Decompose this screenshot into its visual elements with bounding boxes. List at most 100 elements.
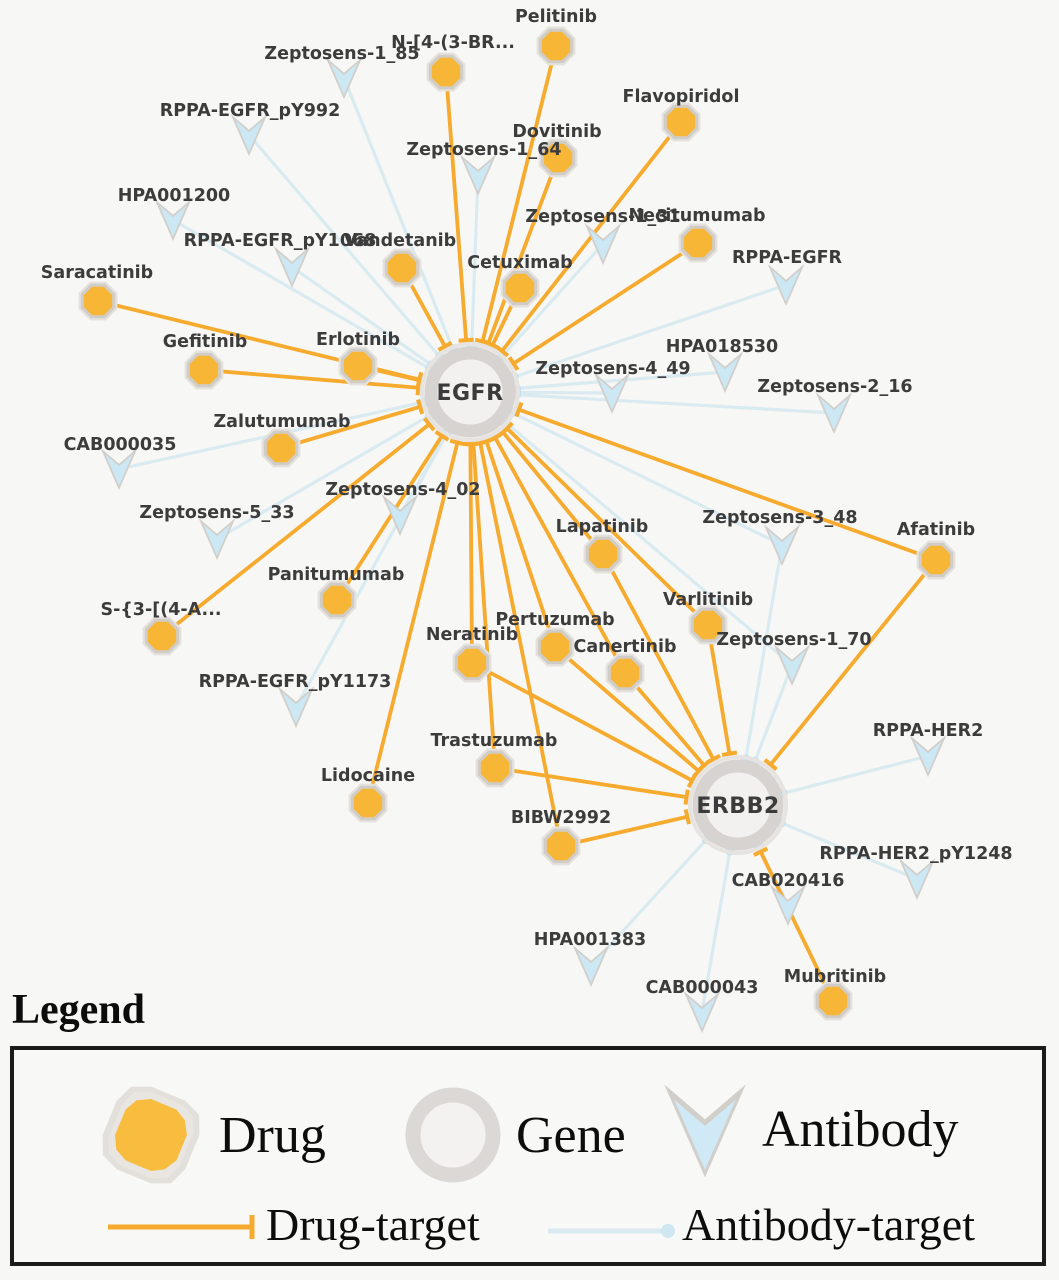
antibody-node-hpa001200[interactable] (154, 198, 192, 242)
antibody-node-zeptosens-4_49[interactable] (593, 371, 631, 415)
gene-node-egfr[interactable]: EGFR (420, 342, 520, 442)
node-label-gefitinib: Gefitinib (163, 332, 248, 352)
drug-node-pelitinib[interactable] (536, 26, 576, 66)
drug-octagon-icon (585, 536, 621, 572)
legend-antibody-target-label: Antibody-target (682, 1199, 975, 1250)
drug-node-canertinib[interactable] (605, 653, 645, 693)
drug-target-edge-lapatinib-ERBB2 (601, 553, 716, 761)
antibody-target-edge-hpa001383-ERBB2 (589, 837, 709, 968)
drug-octagon-icon (540, 140, 576, 176)
drug-node-dovitinib[interactable] (538, 138, 578, 178)
antibody-chevron-icon (203, 524, 231, 556)
drug-node-s3-4a[interactable] (142, 616, 182, 656)
drug-edge-tee-neratinib-ERBB2 (686, 772, 698, 789)
antibody-node-zeptosens-5_33[interactable] (198, 517, 236, 561)
antibody-node-zeptosens-1_64[interactable] (459, 153, 497, 197)
antibody-target-edge-zeptosens-1_70-EGFR (504, 420, 794, 667)
antibody-node-zeptosens-2_16[interactable] (815, 391, 853, 435)
drug-node-bibw2992[interactable] (541, 826, 581, 866)
drug-node-mubritinib[interactable] (813, 981, 853, 1021)
antibody-node-zeptosens-1_85[interactable] (325, 56, 363, 100)
gene-halo-ring (420, 342, 520, 442)
drug-node-neratinib[interactable] (452, 643, 492, 683)
antibody-node-rppa-egfr[interactable] (767, 263, 805, 307)
drug-node-saracatinib[interactable] (78, 281, 118, 321)
drug-target-edge-canertinib-ERBB2 (623, 671, 706, 767)
node-label-zeptosens-5_33: Zeptosens-5_33 (139, 503, 294, 523)
antibody-chevron-icon (598, 378, 626, 410)
antibody-node-rppa-egfr_py1068[interactable] (273, 245, 311, 289)
antibody-node-rppa-her2[interactable] (909, 734, 947, 778)
antibody-target-edge-zeptosens-1_64-EGFR (470, 174, 480, 347)
drug-node-flavopiridol[interactable] (661, 102, 701, 142)
drug-node-lidocaine[interactable] (348, 783, 388, 823)
antibody-node-cab000035[interactable] (100, 447, 138, 491)
drug-node-necitumumab[interactable] (678, 223, 718, 263)
antibody-chevron-icon (464, 160, 492, 192)
node-label-trastuzumab: Trastuzumab (431, 731, 558, 751)
node-label-n4-3br: N-[4-(3-BR... (391, 33, 515, 53)
antibody-node-hpa018530[interactable] (706, 350, 744, 394)
drug-target-edge-panitumumab-EGFR (335, 434, 444, 602)
drug-node-afatinib[interactable] (916, 540, 956, 580)
drug-target-edge-mubritinib-ERBB2 (758, 850, 835, 1002)
node-label-canertinib: Canertinib (574, 637, 677, 657)
drug-octagon-icon (607, 655, 643, 691)
antibody-chevron-icon (772, 270, 800, 302)
drug-edge-tee-lidocaine-EGFR (449, 438, 466, 447)
antibody-node-cab000043[interactable] (683, 990, 721, 1034)
gene-circle-icon (405, 1087, 501, 1183)
node-label-bibw2992: BIBW2992 (511, 808, 611, 828)
antibody-node-rppa-egfr_py992[interactable] (230, 113, 268, 157)
drug-node-erlotinib[interactable] (338, 346, 378, 386)
drug-node-trastuzumab[interactable] (475, 748, 515, 788)
node-label-necitumumab: Necitumumab (629, 206, 766, 226)
antibody-node-rppa-egfr_py1173[interactable] (277, 685, 315, 729)
antibody-node-zeptosens-1_31[interactable] (584, 222, 622, 266)
node-label-lapatinib: Lapatinib (556, 517, 649, 537)
antibody-node-cab020416[interactable] (769, 883, 807, 927)
antibody-node-zeptosens-4_02[interactable] (381, 493, 419, 537)
antibody-chevron-icon (589, 229, 617, 261)
antibody-node-rppa-her2_py1248[interactable] (898, 857, 936, 901)
antibody-target-edge-zeptosens-4_49-EGFR (515, 390, 613, 395)
drug-octagon-icon (690, 607, 726, 643)
drug-node-vandetanib[interactable] (382, 248, 422, 288)
antibody-node-zeptosens-1_70[interactable] (773, 643, 811, 687)
drug-target-line-icon (108, 1215, 255, 1239)
drug-node-gefitinib[interactable] (184, 350, 224, 390)
drug-node-zalutumumab[interactable] (261, 428, 301, 468)
drug-node-pertuzumab[interactable] (535, 627, 575, 667)
antibody-chevron-icon (711, 357, 739, 389)
antibody-chevron-icon (664, 1084, 746, 1178)
legend-gene-label: Gene (516, 1107, 626, 1164)
drug-octagon-icon (384, 250, 420, 286)
node-label-hpa001383: HPA001383 (534, 930, 646, 950)
antibody-node-zeptosens-3_48[interactable] (763, 523, 801, 567)
node-label-hpa001200: HPA001200 (118, 186, 230, 206)
antibody-target-edge-zeptosens-1_31-EGFR (499, 242, 605, 359)
drug-target-edge-trastuzumab-ERBB2 (494, 766, 687, 800)
drug-edge-tee-cetuximab-EGFR (484, 340, 501, 351)
drug-node-cetuximab[interactable] (500, 268, 540, 308)
drug-node-lapatinib[interactable] (583, 534, 623, 574)
legend-title: Legend (12, 987, 146, 1033)
drug-node-n4-3br[interactable] (426, 52, 466, 92)
drug-octagon-icon (263, 430, 299, 466)
drug-node-panitumumab[interactable] (317, 580, 357, 620)
node-label-s3-4a: S-{3-[(4-A... (100, 600, 221, 620)
drug-node-varlitinib[interactable] (688, 605, 728, 645)
drug-octagon-icon (80, 283, 116, 319)
gene-label-erbb2: ERBB2 (696, 794, 779, 819)
drug-edge-tee-vandetanib-EGFR (437, 341, 453, 352)
antibody-target-edge-rppa-egfr_py992-EGFR (247, 133, 442, 359)
drug-octagon-icon (477, 750, 513, 786)
node-label-zeptosens-1_70: Zeptosens-1_70 (716, 630, 871, 650)
drug-octagon-icon (663, 104, 699, 140)
drug-target-edge-pertuzumab-ERBB2 (553, 645, 700, 773)
antibody-chevron-icon (903, 864, 931, 896)
node-label-pelitinib: Pelitinib (515, 7, 597, 27)
gene-node-erbb2[interactable]: ERBB2 (688, 755, 788, 855)
antibody-node-hpa001383[interactable] (572, 944, 610, 988)
